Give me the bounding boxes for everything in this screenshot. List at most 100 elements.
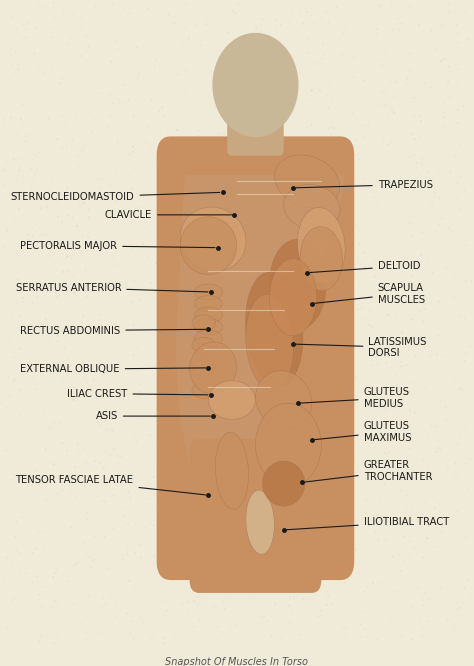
Text: ASIS: ASIS [95,411,210,421]
Point [124,519,132,529]
Point [434,349,441,360]
Point [407,30,415,41]
Point [26,410,34,420]
FancyBboxPatch shape [190,439,321,593]
Point [319,39,327,50]
Point [264,394,272,405]
Point [283,284,291,294]
Text: TRAPEZIUS: TRAPEZIUS [296,180,433,190]
Point [447,92,454,103]
Point [379,135,386,145]
Point [54,212,62,222]
Point [44,201,51,212]
Point [385,448,393,458]
Point [283,450,291,461]
Point [322,472,329,483]
Point [416,614,424,625]
Point [308,244,316,254]
Point [456,383,464,394]
Point [300,217,308,228]
Point [331,379,338,390]
Point [286,593,294,603]
Point [195,383,203,394]
Point [56,322,64,332]
Point [454,118,462,129]
Point [346,484,354,494]
Point [272,24,280,35]
Point [8,61,16,71]
Point [396,392,403,402]
Point [433,227,440,238]
Point [55,630,62,641]
Point [195,392,202,403]
Point [160,133,168,143]
Point [374,509,381,519]
Point [126,8,134,19]
Point [363,631,370,642]
Point [258,291,266,302]
Point [443,513,451,523]
Point [295,308,303,318]
Point [90,375,97,386]
Point [375,577,383,588]
Point [272,599,279,609]
Point [53,563,61,573]
Point [14,174,21,185]
Point [325,103,333,113]
Point [211,368,219,378]
Point [0,165,8,176]
Point [90,554,97,565]
Point [115,458,122,468]
Point [191,595,198,606]
Point [151,602,158,613]
Point [282,73,289,84]
Point [92,448,100,459]
Point [377,1,385,12]
Point [167,398,174,408]
Point [112,599,120,609]
Point [377,585,384,596]
Point [137,378,145,389]
Point [402,462,410,473]
Point [427,82,434,93]
Point [74,426,82,436]
Point [383,358,390,368]
Point [32,150,39,161]
Point [350,72,357,83]
Point [380,511,388,522]
Point [462,276,470,287]
Point [54,336,62,347]
Point [106,450,113,460]
Point [253,25,260,35]
Point [466,406,474,417]
Point [374,30,381,41]
Point [199,195,206,206]
Point [407,333,415,344]
Point [35,148,42,159]
Point [280,317,287,328]
Point [426,350,434,360]
Point [162,595,170,606]
Point [215,154,223,165]
Point [40,68,47,79]
Point [245,62,252,73]
Point [194,592,202,603]
Point [100,409,108,420]
Point [187,209,195,220]
Point [223,589,231,600]
Point [454,506,461,517]
Point [355,462,362,472]
Point [172,478,180,488]
Point [378,430,385,441]
Point [415,364,423,374]
Point [144,121,152,131]
Point [348,108,356,119]
Point [432,446,440,457]
Point [331,147,338,158]
Point [173,125,180,135]
Point [239,304,246,315]
Point [5,75,13,85]
Point [365,320,373,330]
Ellipse shape [246,272,303,387]
Point [11,216,19,227]
